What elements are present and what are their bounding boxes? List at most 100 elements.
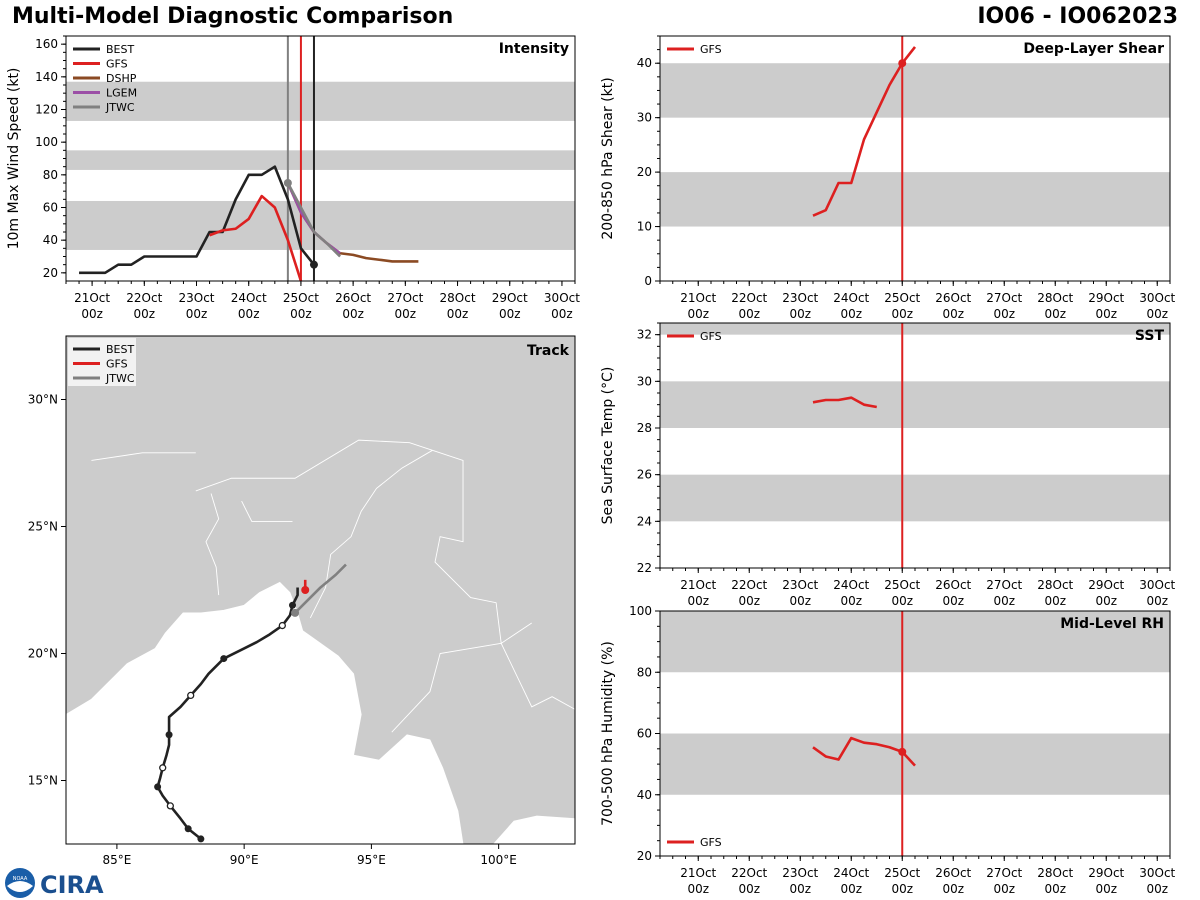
x-tick-label-date: 23Oct [178, 291, 214, 305]
y-tick-label: 60 [637, 727, 652, 741]
legend-label: GFS [106, 358, 128, 371]
x-tick-label-hour: 00z [1146, 882, 1168, 896]
page-title: Multi-Model Diagnostic Comparison [12, 4, 454, 29]
track-fix-filled [289, 601, 297, 609]
y-tick-label: 24 [637, 514, 652, 528]
track-marker [301, 586, 310, 594]
shaded-band [660, 172, 1170, 227]
shaded-band [660, 323, 1170, 335]
x-tick-label-hour: 00z [942, 307, 964, 321]
border-line [432, 449, 532, 645]
track-fix-filled [197, 835, 205, 843]
point-marker [898, 59, 907, 68]
cira-logo: NOAA CIRA [5, 868, 104, 899]
lat-tick-label: 25°N [28, 520, 58, 534]
x-tick-label-hour: 00z [840, 307, 862, 321]
lat-tick-label: 15°N [28, 774, 58, 788]
x-tick-label-date: 27Oct [387, 291, 423, 305]
legend-label: BEST [106, 43, 134, 56]
series-group [79, 165, 419, 281]
border-line [241, 500, 293, 522]
x-tick-label-date: 25Oct [884, 866, 920, 880]
x-tick-label-date: 24Oct [833, 866, 869, 880]
sst-panel: 22 24 26 28 30 32 21Oct 00z 22Oct 00z 23Oct 00z 24Oc… [600, 322, 1176, 608]
x-tick-label-hour: 00z [134, 307, 156, 321]
x-tick-label-hour: 00z [1095, 594, 1117, 608]
noaa-logo-text: NOAA [13, 876, 28, 882]
border-line [391, 642, 502, 733]
legend-label: JTWC [105, 101, 135, 114]
x-tick-label-date: 28Oct [1037, 578, 1073, 592]
x-tick-label-hour: 00z [891, 882, 913, 896]
rh-panel: 20 40 60 80 100 21Oct 00z 22Oct 00z 23Oct 00z 24Oct… [600, 604, 1176, 896]
x-tick-label-hour: 00z [993, 882, 1015, 896]
x-tick-label-date: 25Oct [283, 291, 319, 305]
x-tick-label-hour: 00z [1044, 594, 1066, 608]
x-tick-label-date: 28Oct [1037, 866, 1073, 880]
border-line [195, 439, 433, 492]
x-tick-label-hour: 00z [499, 307, 521, 321]
track-marker [291, 608, 300, 617]
x-tick-label-date: 21Oct [680, 578, 716, 592]
x-tick-label-date: 29Oct [1088, 291, 1124, 305]
land-mass [66, 336, 575, 844]
x-tick-label-hour: 00z [789, 594, 811, 608]
shaded-band [66, 150, 575, 170]
panel-title: Mid-Level RH [1060, 616, 1164, 632]
series-group [812, 46, 917, 217]
x-tick-label-date: 22Oct [731, 578, 767, 592]
x-tick-label-date: 21Oct [680, 291, 716, 305]
x-tick-label-date: 24Oct [833, 291, 869, 305]
x-tick-label-hour: 00z [1146, 307, 1168, 321]
x-tick-label-hour: 00z [1095, 882, 1117, 896]
x-tick-label-hour: 00z [840, 594, 862, 608]
track-fix-filled [165, 731, 173, 739]
x-tick-label-date: 27Oct [986, 291, 1022, 305]
x-tick-label-hour: 00z [738, 594, 760, 608]
point-marker [898, 747, 907, 756]
y-tick-label: 40 [43, 233, 58, 247]
x-tick-label-date: 21Oct [74, 291, 110, 305]
y-tick-label: 40 [637, 788, 652, 802]
y-axis-label: Sea Surface Temp (°C) [600, 367, 616, 525]
cira-logo-text: CIRA [40, 871, 104, 899]
y-tick-label: 40 [637, 56, 652, 70]
y-tick-label: 20 [637, 165, 652, 179]
lon-tick-label: 90°E [230, 853, 259, 867]
x-tick-label-date: 26Oct [335, 291, 371, 305]
x-tick-label-date: 27Oct [986, 866, 1022, 880]
x-tick-label-date: 28Oct [440, 291, 476, 305]
lon-tick-label: 85°E [102, 853, 131, 867]
track-line-best [156, 587, 299, 840]
track-panel: 85°E 90°E 95°E 100°E 15°N 20°N 25°N 30°N Track BE… [28, 335, 576, 867]
y-tick-label: 100 [629, 604, 652, 618]
x-tick-label-date: 26Oct [935, 866, 971, 880]
x-tick-label-hour: 00z [687, 594, 709, 608]
x-tick-label-date: 22Oct [731, 291, 767, 305]
track-fix-filled [154, 783, 162, 791]
x-tick-label-date: 30Oct [544, 291, 580, 305]
x-tick-label-date: 29Oct [492, 291, 528, 305]
x-tick-label-date: 25Oct [884, 291, 920, 305]
track-fix-filled [184, 825, 192, 833]
x-tick-label-date: 25Oct [884, 578, 920, 592]
x-tick-label-date: 24Oct [833, 578, 869, 592]
x-tick-label-date: 30Oct [1139, 578, 1175, 592]
series-line-gfs [209, 194, 303, 281]
shear-panel: 0 10 20 30 40 21Oct 00z 22Oct 00z 23Oct 00z 24Oct 00… [600, 35, 1176, 321]
y-tick-label: 60 [43, 201, 58, 215]
x-tick-label-hour: 00z [789, 307, 811, 321]
x-tick-label-date: 22Oct [126, 291, 162, 305]
x-tick-label-date: 26Oct [935, 578, 971, 592]
y-tick-label: 120 [35, 103, 58, 117]
x-tick-label-hour: 00z [186, 307, 208, 321]
shaded-band [66, 81, 575, 121]
y-tick-label: 26 [637, 468, 652, 482]
track-line-jtwc [294, 563, 347, 614]
shaded-band [660, 381, 1170, 428]
x-tick-label-hour: 00z [891, 307, 913, 321]
x-tick-label-hour: 00z [1095, 307, 1117, 321]
series-group [812, 396, 877, 409]
x-tick-label-date: 23Oct [782, 578, 818, 592]
